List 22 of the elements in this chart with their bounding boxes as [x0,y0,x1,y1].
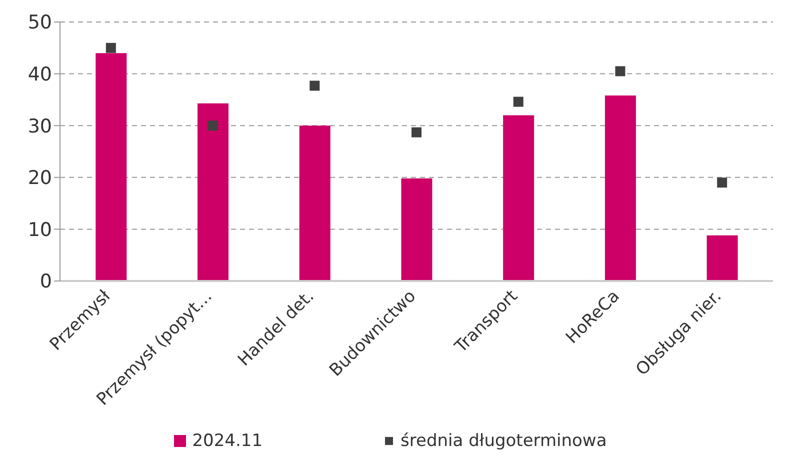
y-tick-label: 40 [28,64,52,86]
y-tick-label: 0 [40,270,52,293]
legend-label: 2024.11 [191,431,263,451]
legend-label: średnia długoterminowa [400,431,607,451]
point [412,127,422,138]
bar [299,126,330,281]
bar [401,178,432,281]
bar [96,53,127,281]
bar [503,115,534,281]
point [717,178,728,188]
bar [604,96,636,281]
point [106,42,116,53]
bar [706,235,738,281]
bar [198,103,229,281]
y-tick-label: 10 [28,218,52,241]
y-tick-label: 50 [28,12,52,34]
point [615,66,626,76]
point [513,96,524,107]
y-tick-label: 30 [28,115,52,138]
point [208,120,218,131]
y-tick-label: 20 [28,167,52,190]
point [310,80,320,91]
